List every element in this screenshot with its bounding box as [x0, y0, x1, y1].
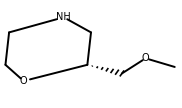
Text: O: O [20, 76, 27, 86]
Text: NH: NH [56, 12, 71, 22]
Text: O: O [142, 53, 149, 63]
